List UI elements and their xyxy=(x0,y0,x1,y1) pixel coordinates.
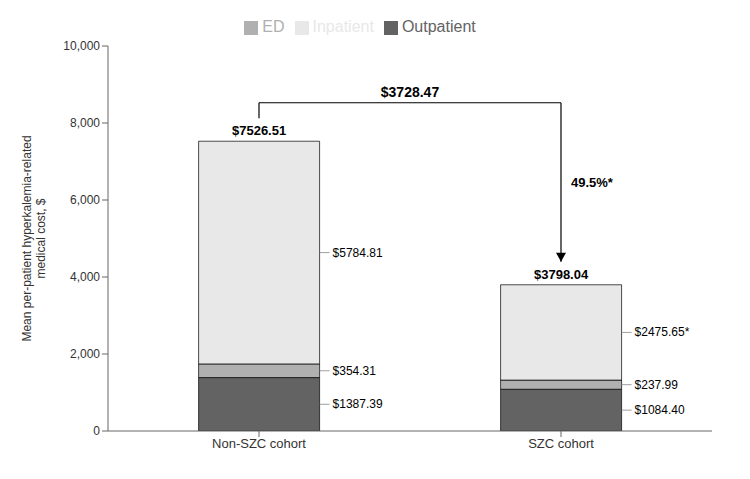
svg-text:8,000: 8,000 xyxy=(70,116,100,130)
svg-text:$1084.40: $1084.40 xyxy=(635,403,685,417)
svg-text:4,000: 4,000 xyxy=(70,270,100,284)
svg-text:$5784.81: $5784.81 xyxy=(333,246,383,260)
svg-text:$1387.39: $1387.39 xyxy=(333,397,383,411)
svg-text:49.5%*: 49.5%* xyxy=(571,175,614,190)
svg-text:Mean per-patient hyperkalemia-: Mean per-patient hyperkalemia-relatedmed… xyxy=(20,135,48,341)
svg-text:$7526.51: $7526.51 xyxy=(232,123,286,138)
svg-text:$3728.47: $3728.47 xyxy=(381,84,440,100)
svg-text:$237.99: $237.99 xyxy=(635,378,679,392)
svg-text:Non-SZC cohort: Non-SZC cohort xyxy=(212,436,306,451)
html-text:Outpatient: Outpatient xyxy=(401,18,476,35)
html-text:ED: ED xyxy=(262,18,285,35)
svg-text:$354.31: $354.31 xyxy=(333,364,377,378)
html-text:Inpatient: Inpatient xyxy=(312,18,374,35)
svg-text:2,000: 2,000 xyxy=(70,347,100,361)
svg-text:$3798.04: $3798.04 xyxy=(534,267,589,282)
svg-text:SZC cohort: SZC cohort xyxy=(528,436,594,451)
svg-text:0: 0 xyxy=(93,424,100,438)
svg-text:$2475.65*: $2475.65* xyxy=(635,325,690,339)
svg-text:10,000: 10,000 xyxy=(63,39,100,53)
svg-text:6,000: 6,000 xyxy=(70,193,100,207)
